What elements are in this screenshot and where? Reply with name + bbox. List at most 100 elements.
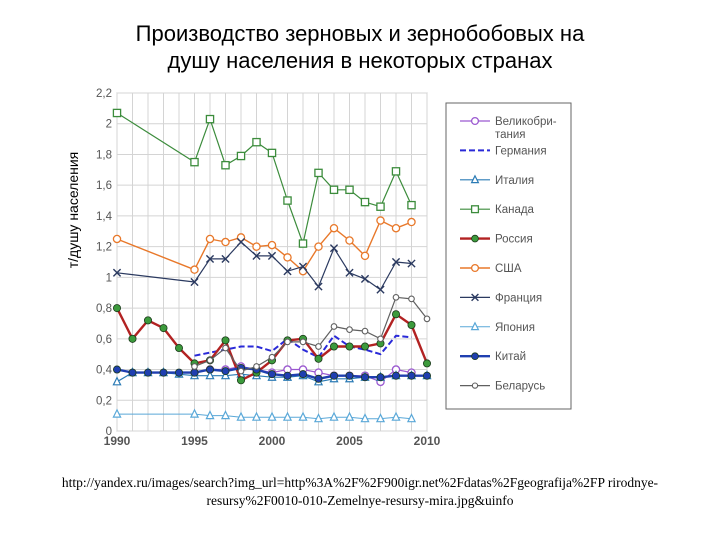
chart-title-line-2: душу населения в некоторых странах	[167, 48, 553, 73]
data-point	[267, 240, 277, 250]
data-point	[391, 167, 401, 176]
y-tick-label: 0,8	[96, 303, 112, 315]
data-point	[112, 376, 122, 386]
x-tick-label: 2010	[414, 434, 441, 448]
data-point	[174, 368, 183, 377]
data-point	[329, 185, 339, 195]
data-point	[267, 251, 277, 260]
series-line	[116, 112, 413, 245]
data-point	[237, 367, 245, 375]
data-point	[205, 410, 215, 420]
data-point	[252, 242, 261, 251]
series	[112, 237, 416, 294]
legend-marker	[471, 234, 479, 243]
data-point	[283, 253, 292, 262]
x-tick-label: 2000	[259, 434, 286, 448]
legend-marker	[470, 205, 480, 214]
data-point	[190, 277, 199, 287]
data-point	[267, 411, 277, 421]
series	[191, 293, 431, 375]
data-point	[329, 411, 339, 421]
data-point	[112, 268, 122, 277]
data-point	[344, 411, 355, 421]
data-point	[128, 368, 137, 377]
data-point	[284, 338, 291, 346]
series-line	[116, 241, 412, 291]
data-point	[222, 344, 229, 352]
line-chart: 0 0,2 0,4 0,6 0,8 1 1,2 1,4 1,6 1,8 2 2,2 1990 1995 20…	[65, 88, 572, 448]
data-point	[376, 202, 385, 211]
data-point	[423, 315, 431, 323]
data-point	[360, 274, 370, 283]
data-point	[268, 353, 276, 361]
data-point	[252, 137, 261, 147]
data-point	[329, 342, 338, 351]
series-line	[116, 219, 412, 272]
data-point	[345, 268, 354, 277]
data-point	[252, 251, 261, 260]
series	[112, 216, 416, 276]
data-point	[360, 342, 369, 351]
data-point	[407, 259, 416, 268]
data-point	[112, 408, 122, 418]
data-point	[159, 368, 168, 377]
legend-marker	[470, 174, 480, 184]
data-point	[190, 265, 199, 274]
data-point	[221, 254, 230, 264]
legend-label: тания	[495, 129, 526, 141]
axes: 0 0,2 0,4 0,6 0,8 1 1,2 1,4 1,6 1,8 2 2,2 1990 1995 20…	[96, 88, 441, 448]
data-point	[190, 157, 199, 167]
data-point	[221, 336, 230, 345]
data-point	[360, 251, 370, 261]
data-point	[422, 359, 431, 368]
data-point	[221, 367, 230, 376]
data-point	[236, 233, 246, 242]
data-point	[283, 371, 292, 380]
data-point	[112, 234, 122, 244]
y-tick-label: 0	[106, 426, 112, 438]
data-point	[113, 365, 122, 374]
data-point	[345, 371, 354, 380]
series-line	[194, 296, 428, 372]
data-point	[283, 267, 292, 276]
data-point	[360, 197, 370, 207]
data-point	[251, 411, 262, 421]
y-tick-label: 2	[106, 119, 112, 131]
y-tick-label: 1,6	[96, 180, 112, 192]
data-point	[205, 254, 215, 264]
data-point	[267, 370, 276, 379]
data-point	[113, 304, 122, 313]
data-point	[205, 365, 214, 374]
data-point	[189, 408, 200, 418]
data-point	[391, 257, 401, 267]
y-tick-label: 1	[106, 272, 112, 284]
data-point	[190, 368, 199, 377]
legend-label: Россия	[495, 234, 533, 246]
series-layer	[112, 108, 432, 423]
data-point	[361, 327, 369, 335]
y-tick-label: 0,6	[96, 334, 112, 346]
y-tick-label: 0,4	[96, 365, 113, 377]
data-point	[236, 376, 245, 385]
data-point	[220, 410, 231, 420]
legend-marker	[471, 352, 479, 361]
legend-label: Канада	[495, 204, 535, 216]
legend-label: Беларусь	[495, 381, 545, 393]
data-point	[143, 368, 152, 377]
series-line	[194, 334, 412, 359]
series-line	[117, 413, 412, 420]
data-point	[346, 326, 353, 333]
data-point	[205, 370, 215, 380]
chart-title: Производство зерновых и зернобобовых на …	[40, 20, 680, 74]
legend-label: Китай	[495, 351, 526, 363]
data-point	[283, 196, 292, 205]
data-point	[315, 343, 322, 350]
y-axis-label: т/душу населения	[65, 152, 81, 269]
data-point	[314, 354, 323, 363]
data-point	[314, 242, 323, 251]
legend-label: Германия	[495, 145, 547, 157]
data-point	[407, 200, 416, 210]
data-point	[143, 316, 152, 325]
legend-label: Франция	[495, 292, 542, 304]
series	[194, 334, 412, 359]
